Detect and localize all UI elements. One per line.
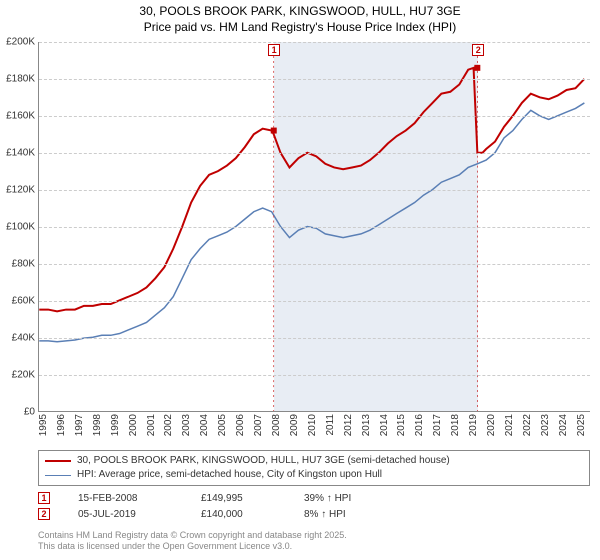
x-tick-label: 2002 [163, 414, 174, 436]
x-tick-label: 1999 [110, 414, 121, 436]
x-tick-label: 2024 [558, 414, 569, 436]
footer: Contains HM Land Registry data © Crown c… [38, 530, 590, 552]
y-tick-label: £60K [1, 296, 35, 307]
y-tick-label: £100K [1, 222, 35, 233]
title-line-1: 30, POOLS BROOK PARK, KINGSWOOD, HULL, H… [0, 4, 600, 20]
x-tick-label: 2010 [307, 414, 318, 436]
y-tick-label: £80K [1, 259, 35, 270]
x-tick-label: 2004 [199, 414, 210, 436]
legend-item: 30, POOLS BROOK PARK, KINGSWOOD, HULL, H… [45, 454, 583, 468]
x-tick-label: 2014 [379, 414, 390, 436]
legend: 30, POOLS BROOK PARK, KINGSWOOD, HULL, H… [38, 450, 590, 486]
y-tick-label: £200K [1, 37, 35, 48]
x-tick-label: 2000 [128, 414, 139, 436]
gridline [39, 42, 590, 43]
x-tick-label: 1997 [74, 414, 85, 436]
transaction-marker: 1 [268, 44, 280, 56]
x-tick-label: 2018 [450, 414, 461, 436]
x-tick-label: 2006 [235, 414, 246, 436]
chart-plot-area: 12 [38, 42, 590, 412]
x-tick-label: 2009 [289, 414, 300, 436]
x-tick-label: 2021 [504, 414, 515, 436]
footer-line-2: This data is licensed under the Open Gov… [38, 541, 590, 552]
x-tick-label: 2008 [271, 414, 282, 436]
y-tick-label: £20K [1, 370, 35, 381]
series-hpi [39, 103, 584, 342]
transaction-pct: 39% ↑ HPI [304, 493, 394, 504]
x-tick-label: 2011 [325, 414, 336, 436]
transaction-row: 2 05-JUL-2019 £140,000 8% ↑ HPI [38, 508, 590, 520]
gridline [39, 116, 590, 117]
transaction-price: £140,000 [201, 509, 276, 520]
transaction-row: 1 15-FEB-2008 £149,995 39% ↑ HPI [38, 492, 590, 504]
legend-label: HPI: Average price, semi-detached house,… [77, 468, 382, 482]
x-tick-label: 2013 [361, 414, 372, 436]
y-tick-label: £140K [1, 148, 35, 159]
gridline [39, 190, 590, 191]
title-line-2: Price paid vs. HM Land Registry's House … [0, 20, 600, 36]
x-tick-label: 2025 [576, 414, 587, 436]
gridline [39, 79, 590, 80]
x-tick-label: 2016 [414, 414, 425, 436]
transaction-marker: 2 [472, 44, 484, 56]
x-tick-label: 2020 [486, 414, 497, 436]
gridline [39, 153, 590, 154]
legend-label: 30, POOLS BROOK PARK, KINGSWOOD, HULL, H… [77, 454, 450, 468]
x-tick-label: 2023 [540, 414, 551, 436]
footer-line-1: Contains HM Land Registry data © Crown c… [38, 530, 590, 541]
gridline [39, 301, 590, 302]
x-tick-label: 2015 [396, 414, 407, 436]
x-tick-label: 1995 [38, 414, 49, 436]
gridline [39, 338, 590, 339]
transaction-marker-badge: 2 [38, 508, 50, 520]
y-tick-label: £40K [1, 333, 35, 344]
x-tick-label: 2007 [253, 414, 264, 436]
title-block: 30, POOLS BROOK PARK, KINGSWOOD, HULL, H… [0, 0, 600, 35]
gridline [39, 227, 590, 228]
x-tick-label: 2005 [217, 414, 228, 436]
transaction-date: 05-JUL-2019 [78, 509, 173, 520]
gridline [39, 264, 590, 265]
y-tick-label: £120K [1, 185, 35, 196]
transactions-table: 1 15-FEB-2008 £149,995 39% ↑ HPI 2 05-JUL-201… [38, 492, 590, 524]
x-tick-label: 2019 [468, 414, 479, 436]
x-tick-label: 2003 [181, 414, 192, 436]
x-tick-label: 2022 [522, 414, 533, 436]
y-tick-label: £180K [1, 74, 35, 85]
transaction-marker-badge: 1 [38, 492, 50, 504]
x-tick-label: 1998 [92, 414, 103, 436]
y-tick-label: £160K [1, 111, 35, 122]
x-tick-label: 2017 [432, 414, 443, 436]
y-tick-label: £0 [1, 407, 35, 418]
legend-swatch [45, 475, 71, 476]
chart-container: 30, POOLS BROOK PARK, KINGSWOOD, HULL, H… [0, 0, 600, 560]
x-tick-label: 1996 [56, 414, 67, 436]
x-tick-label: 2012 [343, 414, 354, 436]
gridline [39, 375, 590, 376]
legend-item: HPI: Average price, semi-detached house,… [45, 468, 583, 482]
transaction-date: 15-FEB-2008 [78, 493, 173, 504]
x-tick-label: 2001 [146, 414, 157, 436]
legend-swatch [45, 460, 71, 462]
transaction-price: £149,995 [201, 493, 276, 504]
transaction-pct: 8% ↑ HPI [304, 509, 394, 520]
